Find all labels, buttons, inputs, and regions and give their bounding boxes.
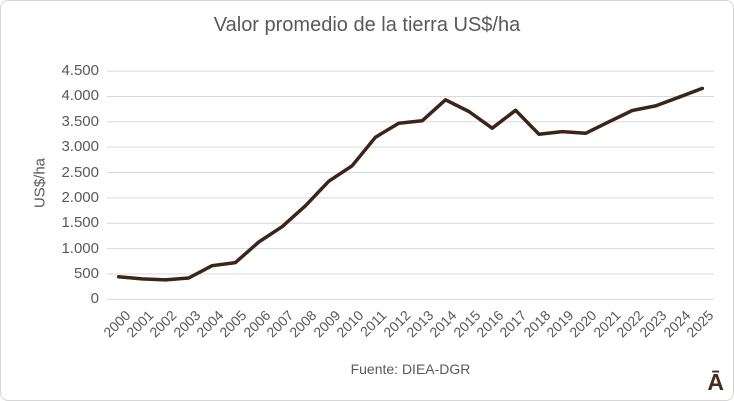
y-tick-label: 2.000 — [61, 188, 99, 206]
y-tick-label: 3.000 — [61, 138, 99, 156]
y-tick-label: 2.500 — [61, 163, 99, 181]
chart-title: Valor promedio de la tierra US$/ha — [213, 14, 521, 36]
y-tick-label: 3.500 — [61, 112, 99, 130]
y-tick-label: 4.500 — [61, 62, 99, 80]
logo-a-macron: Ā — [707, 369, 724, 395]
y-tick-label: 500 — [73, 265, 99, 283]
y-tick-label: 1.500 — [61, 214, 99, 232]
y-tick-label: 0 — [90, 290, 99, 308]
price-line — [116, 86, 705, 282]
source-caption: Fuente: DIEA-DGR — [350, 361, 471, 377]
y-tick-label: 4.000 — [61, 87, 99, 105]
y-tick-label: 1.000 — [61, 239, 99, 257]
